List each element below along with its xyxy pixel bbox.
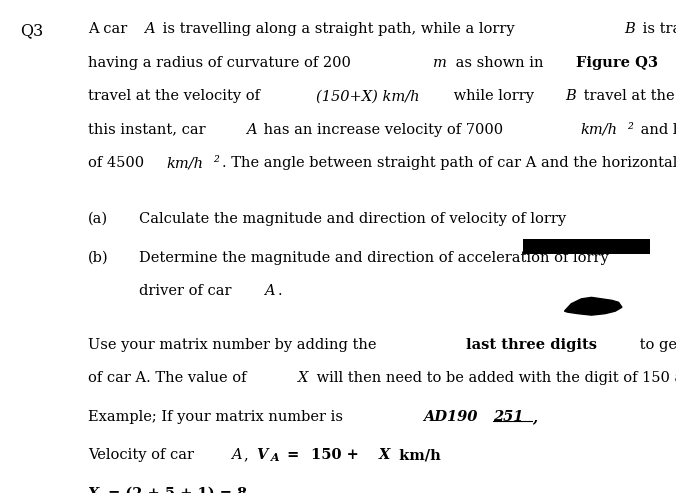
Text: = (2 + 5 + 1) = 8: = (2 + 5 + 1) = 8: [103, 487, 247, 493]
Text: A car: A car: [88, 22, 132, 36]
Text: A: A: [231, 448, 241, 462]
Text: km/h: km/h: [580, 123, 617, 137]
Text: 150 +: 150 +: [311, 448, 364, 462]
Text: travel at the velocity of: travel at the velocity of: [579, 89, 676, 103]
Text: while lorry: while lorry: [450, 89, 539, 103]
Text: last three digits: last three digits: [466, 338, 597, 352]
Text: A: A: [145, 22, 155, 36]
Text: X: X: [88, 487, 99, 493]
Text: . The angle between straight path of car A and the horizontal line is: . The angle between straight path of car…: [222, 156, 676, 170]
FancyBboxPatch shape: [523, 239, 650, 253]
Text: ²: ²: [214, 156, 220, 170]
Text: Velocity of car: Velocity of car: [88, 448, 199, 462]
Text: and lorry: and lorry: [635, 123, 676, 137]
Text: of 4500: of 4500: [88, 156, 149, 170]
Text: is travelling along a straight path, while a lorry: is travelling along a straight path, whi…: [158, 22, 519, 36]
Text: km/h: km/h: [394, 448, 441, 462]
Text: .: .: [278, 284, 283, 298]
Text: X: X: [379, 448, 391, 462]
Text: of car A. The value of: of car A. The value of: [88, 371, 251, 385]
Text: ,: ,: [532, 410, 537, 424]
Text: km/h: km/h: [166, 156, 203, 170]
Text: X: X: [298, 371, 309, 385]
Text: ,: ,: [244, 448, 254, 462]
Text: Determine the magnitude and direction of acceleration of lorry: Determine the magnitude and direction of…: [139, 250, 613, 265]
Text: (150+X) km/h: (150+X) km/h: [316, 89, 419, 103]
Text: Example; If your matrix number is: Example; If your matrix number is: [88, 410, 347, 424]
Text: as shown in: as shown in: [451, 56, 548, 70]
Text: (b): (b): [88, 250, 109, 265]
Text: =: =: [282, 448, 304, 462]
Polygon shape: [564, 297, 622, 315]
Text: will then need to be added with the digit of 150 as follows;: will then need to be added with the digi…: [312, 371, 676, 385]
Text: 251: 251: [493, 410, 523, 424]
Text: A: A: [245, 123, 256, 137]
Text: Q3: Q3: [20, 22, 43, 39]
Text: having a radius of curvature of 200: having a radius of curvature of 200: [88, 56, 356, 70]
Text: travel at the velocity of: travel at the velocity of: [88, 89, 264, 103]
Text: B: B: [565, 89, 576, 103]
Text: to get the value of: to get the value of: [635, 338, 676, 352]
Text: Use your matrix number by adding the: Use your matrix number by adding the: [88, 338, 381, 352]
Text: driver of car: driver of car: [139, 284, 236, 298]
Text: Calculate the magnitude and direction of velocity of lorry: Calculate the magnitude and direction of…: [139, 212, 571, 226]
Text: Figure Q3: Figure Q3: [576, 56, 658, 70]
Text: V: V: [256, 448, 268, 462]
Text: m: m: [433, 56, 447, 70]
Text: this instant, car: this instant, car: [88, 123, 210, 137]
Text: has an increase velocity of 7000: has an increase velocity of 7000: [260, 123, 508, 137]
Text: A: A: [271, 452, 280, 463]
Text: AD190: AD190: [423, 410, 477, 424]
Text: ²: ²: [628, 123, 634, 137]
Text: B: B: [625, 22, 635, 36]
Text: is travelling along a circular path: is travelling along a circular path: [638, 22, 676, 36]
Text: A: A: [264, 284, 274, 298]
Text: (a): (a): [88, 212, 108, 226]
